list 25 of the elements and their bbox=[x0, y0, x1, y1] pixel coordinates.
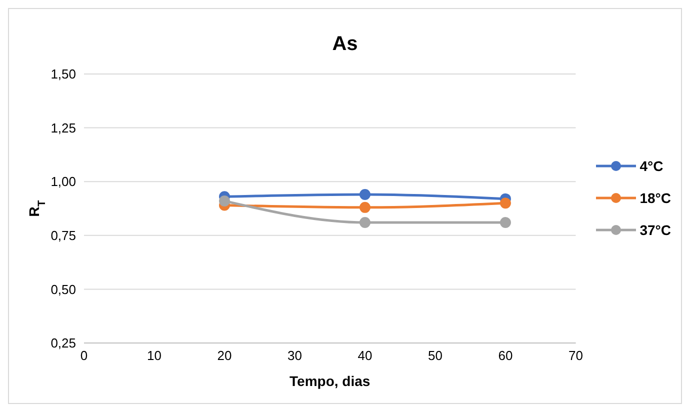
x-tick-label: 50 bbox=[428, 348, 442, 364]
point bbox=[359, 189, 370, 200]
y-tick-label: 1,25 bbox=[50, 120, 76, 136]
point bbox=[500, 216, 511, 228]
y-tick-label: 0,50 bbox=[50, 282, 76, 297]
y-tick-label: 0,25 bbox=[50, 336, 76, 351]
x-tick-label: 20 bbox=[217, 348, 232, 364]
legend-label: 18°C bbox=[640, 190, 671, 206]
legend-label: 4°C bbox=[640, 158, 664, 174]
point bbox=[359, 202, 370, 213]
x-tick-label: 60 bbox=[498, 348, 513, 364]
x-axis-title: Tempo, dias bbox=[290, 373, 370, 389]
chart-title: As bbox=[331, 33, 359, 56]
y-tick-label: 0,75 bbox=[50, 228, 76, 244]
point bbox=[218, 195, 230, 206]
legend-label: 37°C bbox=[640, 222, 671, 238]
x-tick-label: 40 bbox=[358, 348, 372, 364]
point bbox=[500, 198, 511, 209]
y-tick-label: 1,00 bbox=[50, 174, 76, 190]
x-tick-label: 10 bbox=[147, 348, 162, 364]
point bbox=[359, 216, 370, 228]
x-tick-label: 30 bbox=[288, 348, 302, 364]
x-tick-label: 0 bbox=[80, 348, 88, 364]
x-tick-label: 70 bbox=[568, 348, 583, 364]
y-tick-label: 1,50 bbox=[50, 66, 76, 82]
